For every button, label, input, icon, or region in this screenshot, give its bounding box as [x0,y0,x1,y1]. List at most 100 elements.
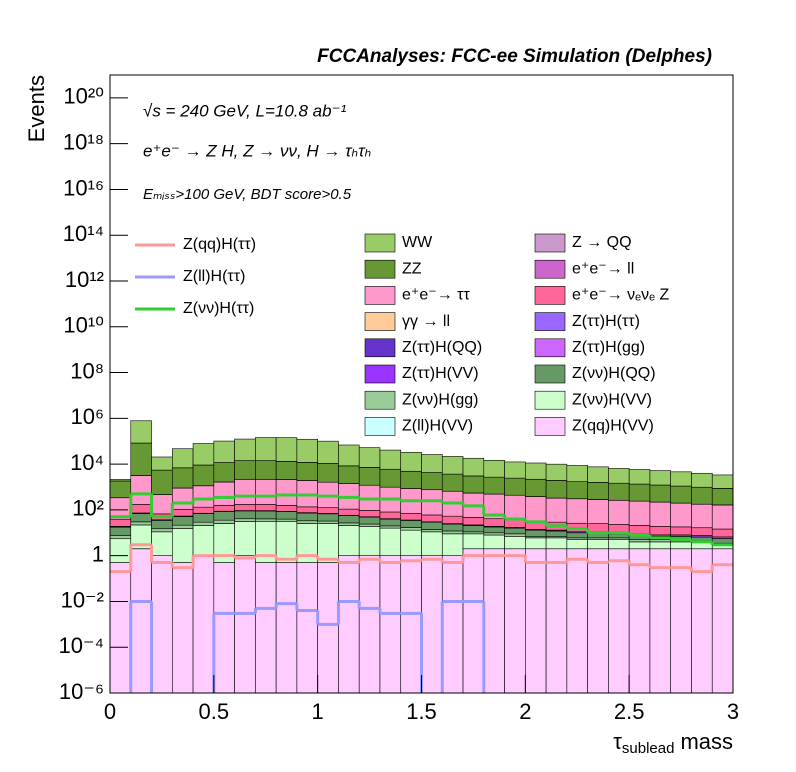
bar-segment [213,440,235,463]
bar-segment [504,536,526,550]
y-tick-label: 10⁶ [70,404,104,429]
x-label-symbol: τ [613,729,622,754]
y-tick-label: 10² [72,496,104,521]
bar-segment [400,529,422,556]
bar-segment [151,528,173,533]
bar-segment [317,440,339,464]
legend-label: Z(νν)H(QQ) [572,365,656,382]
bar-segment [296,506,318,513]
bar-segment [566,465,588,482]
bar-segment [421,489,443,516]
legend-label: e⁺e⁻→ νₑνₑ Z [572,287,669,304]
bar-segment [234,504,256,511]
legend-label: WW [402,234,433,251]
bar-segment [234,438,256,461]
legend-label: Z → QQ [572,234,632,251]
bar-segment [234,518,256,522]
bar-segment [566,539,588,550]
legend-swatch [364,286,396,305]
bar-segment [255,518,277,522]
bar-segment [525,478,547,497]
bar-segment [172,467,194,489]
legend-swatch [364,338,396,358]
legend-label: Z(ll)H(VV) [402,418,473,435]
bar-segment [317,562,339,693]
bar-segment [628,525,651,535]
bar-segment [670,471,692,487]
bar-segment [504,548,526,693]
y-tick-label: 10⁸ [70,358,104,383]
bar-segment [504,461,526,479]
bar-segment [275,505,298,512]
bar-segment [691,503,713,529]
legend-label: Z(ττ)H(ττ) [572,313,640,330]
bar-segment [192,521,215,526]
bar-segment [234,460,256,480]
bar-segment [462,475,485,494]
bar-segment [441,555,464,693]
bar-segment [255,510,277,520]
bar-segment [400,520,422,528]
bar-segment [525,548,547,693]
bar-segment [483,534,505,550]
bar-segment [151,456,173,471]
bar-segment [130,475,152,505]
bar-segment [525,462,547,480]
bar-segment [649,470,672,486]
bar-segment [628,541,651,550]
bar-segment [296,438,318,463]
bar-segment [275,511,298,520]
bar-segment [670,485,692,504]
bar-segment [587,539,609,550]
legend-swatch [534,364,566,384]
bar-segment [483,476,505,495]
bar-segment [130,548,152,693]
bar-segment [545,530,568,537]
bar-segment [504,519,526,528]
bar-segment [628,548,651,693]
bar-segment [338,444,360,467]
legend-label: ZZ [402,260,422,277]
legend-swatch [364,312,396,331]
legend-label: γγ → ll [402,313,450,330]
bar-segment [587,466,609,483]
bar-segment [608,533,630,539]
bar-segment [358,526,381,556]
bar-segment [483,548,505,693]
bar-segment [172,562,194,693]
bar-segment [566,498,588,524]
bar-segment [151,520,173,530]
bar-segment [400,512,422,521]
bar-segment [213,462,235,483]
bar-segment [400,470,422,489]
bar-segment [192,555,215,693]
bar-segment [608,482,630,501]
legend-swatch [364,417,396,436]
bar-segment [441,473,464,492]
x-tick-label: 2.5 [614,699,645,724]
x-tick-label: 3 [727,699,739,724]
legend-swatch [534,286,566,305]
bar-segment [587,482,609,500]
bar-segment [483,532,505,536]
bar-segment [504,477,526,496]
bar-segment [172,516,194,526]
legend-label: Z(ττ)H(QQ) [402,339,482,356]
bar-segment [711,548,733,693]
bar-segment [192,506,215,514]
bar-segment [587,523,609,533]
bar-segment [711,538,733,544]
y-tick-label: 1 [92,541,104,566]
legend-swatch [364,364,396,384]
x-tick-label: 0.5 [199,699,230,724]
bar-segment [358,555,381,693]
bar-segment [213,562,235,693]
bar-segment [338,465,360,484]
bar-segment [711,504,733,530]
bar-segment [504,494,526,521]
bar-segment [421,521,443,530]
bar-segment [130,513,152,523]
bar-segment [711,474,733,489]
bar-segment [483,459,505,478]
bar-segment [441,530,464,535]
